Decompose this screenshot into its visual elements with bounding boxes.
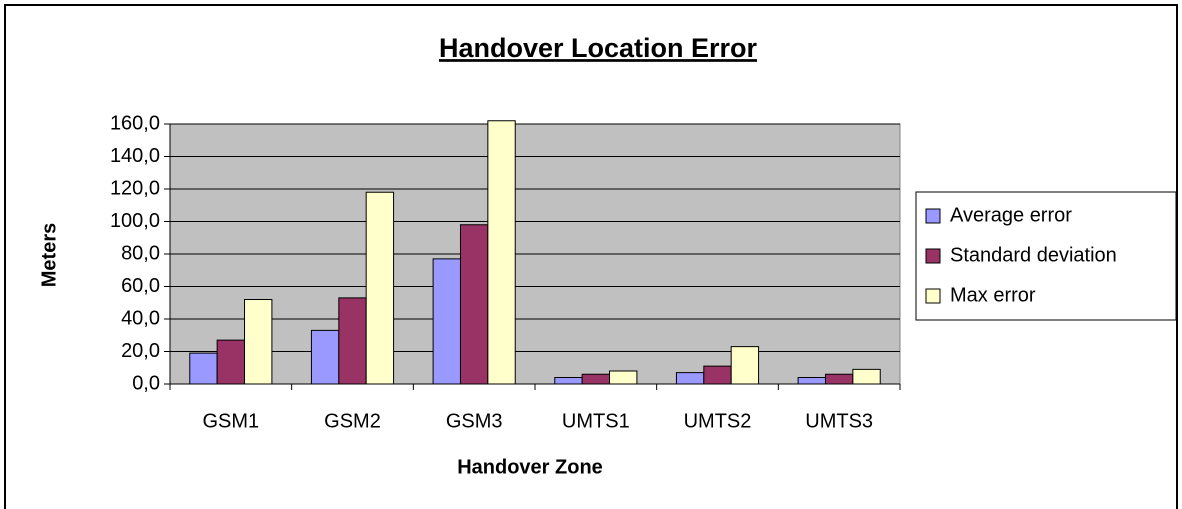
y-tick-label: 120,0 <box>110 177 160 199</box>
bar <box>852 368 881 385</box>
legend-swatch <box>925 248 941 264</box>
bar <box>824 373 854 385</box>
chart-title: Handover Location Error <box>439 33 758 63</box>
bar <box>675 372 705 385</box>
legend-label: Standard deviation <box>950 244 1117 266</box>
y-tick-label: 100,0 <box>110 210 160 232</box>
bar <box>459 224 489 385</box>
bar <box>365 191 395 385</box>
legend-label: Average error <box>950 204 1072 226</box>
legend-swatch <box>925 208 941 224</box>
bar <box>432 258 461 385</box>
y-axis-label: Meters <box>38 223 60 287</box>
y-tick-label: 20,0 <box>121 340 160 362</box>
bar <box>244 299 273 385</box>
x-axis-label: Handover Zone <box>457 456 603 478</box>
x-tick-label: UMTS3 <box>805 410 873 432</box>
x-tick-label: UMTS2 <box>684 410 752 432</box>
x-tick-label: UMTS1 <box>562 410 630 432</box>
bar <box>797 377 826 385</box>
y-tick-label: 0,0 <box>132 372 160 394</box>
y-tick-label: 140,0 <box>110 145 160 167</box>
bar <box>581 373 611 385</box>
bar <box>310 329 340 385</box>
legend-label: Max error <box>950 284 1036 306</box>
x-tick-label: GSM2 <box>324 410 381 432</box>
bar <box>338 297 367 385</box>
legend-swatch <box>925 288 941 304</box>
y-tick-label: 80,0 <box>121 242 160 264</box>
y-tick-label: 60,0 <box>121 275 160 297</box>
bar <box>609 370 638 385</box>
y-tick-label: 40,0 <box>121 307 160 329</box>
x-tick-label: GSM1 <box>202 410 259 432</box>
bar <box>189 352 218 385</box>
x-tick-label: GSM3 <box>446 410 503 432</box>
bar <box>554 377 583 385</box>
bar <box>703 365 732 385</box>
legend-box <box>915 191 1177 321</box>
y-tick-label: 160,0 <box>110 112 160 134</box>
bar <box>487 120 516 385</box>
bar <box>216 339 246 385</box>
bar <box>730 346 760 385</box>
